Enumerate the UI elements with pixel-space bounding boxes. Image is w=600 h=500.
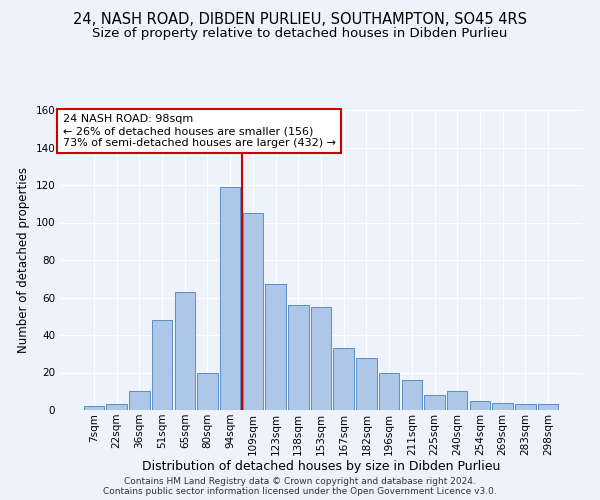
Text: 24, NASH ROAD, DIBDEN PURLIEU, SOUTHAMPTON, SO45 4RS: 24, NASH ROAD, DIBDEN PURLIEU, SOUTHAMPT…: [73, 12, 527, 28]
Y-axis label: Number of detached properties: Number of detached properties: [17, 167, 30, 353]
Text: Contains HM Land Registry data © Crown copyright and database right 2024.: Contains HM Land Registry data © Crown c…: [124, 477, 476, 486]
Bar: [220, 187, 241, 410]
Bar: [470, 400, 490, 410]
Bar: [311, 307, 331, 410]
Text: Size of property relative to detached houses in Dibden Purlieu: Size of property relative to detached ho…: [92, 28, 508, 40]
Bar: [288, 305, 308, 410]
Bar: [197, 372, 218, 410]
X-axis label: Distribution of detached houses by size in Dibden Purlieu: Distribution of detached houses by size …: [142, 460, 500, 473]
Bar: [265, 284, 286, 410]
Bar: [356, 358, 377, 410]
Bar: [515, 404, 536, 410]
Bar: [152, 320, 172, 410]
Bar: [493, 402, 513, 410]
Bar: [538, 404, 558, 410]
Bar: [106, 404, 127, 410]
Text: Contains public sector information licensed under the Open Government Licence v3: Contains public sector information licen…: [103, 487, 497, 496]
Bar: [334, 348, 354, 410]
Bar: [242, 213, 263, 410]
Bar: [424, 395, 445, 410]
Bar: [84, 406, 104, 410]
Bar: [175, 292, 195, 410]
Bar: [129, 391, 149, 410]
Bar: [447, 391, 467, 410]
Bar: [401, 380, 422, 410]
Text: 24 NASH ROAD: 98sqm
← 26% of detached houses are smaller (156)
73% of semi-detac: 24 NASH ROAD: 98sqm ← 26% of detached ho…: [62, 114, 335, 148]
Bar: [379, 372, 400, 410]
